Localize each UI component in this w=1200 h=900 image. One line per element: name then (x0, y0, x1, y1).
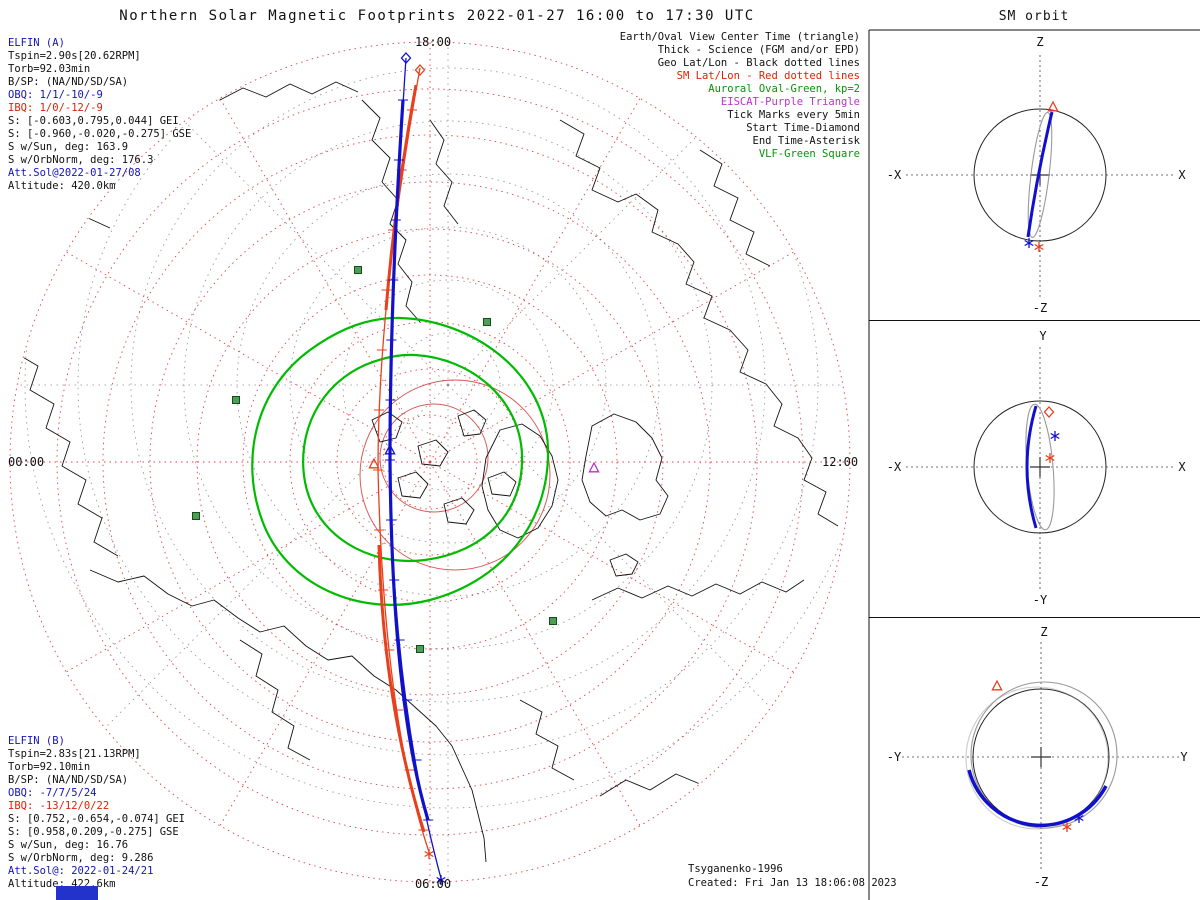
sm-pole-circle (379, 403, 489, 513)
axis-label: -Z (1034, 875, 1048, 889)
info-line: Att.Sol@: 2022-01-24/21 (8, 865, 153, 877)
mlt-label-06: 06:00 (415, 877, 451, 891)
elfin-a-track (384, 52, 446, 886)
orbit-panel-xz: Z -Z -X X (887, 35, 1187, 315)
info-line: Tspin=2.90s[20.62RPM] (8, 50, 141, 62)
map-legend: Earth/Oval View Center Time (triangle) T… (620, 31, 861, 160)
legend-line: Tick Marks every 5min (727, 109, 860, 121)
legend-line: Auroral Oval-Green, kp=2 (708, 83, 860, 95)
vlf-square-icon (192, 512, 200, 520)
info-line: IBQ: -13/12/0/22 (8, 800, 109, 812)
axis-label: -Y (1033, 593, 1048, 607)
geo-grid (11, 43, 849, 881)
legend-line: Earth/Oval View Center Time (triangle) (620, 31, 860, 43)
blue-corner-mark (56, 886, 98, 900)
credits: Tsyganenko-1996 Created: Fri Jan 13 18:0… (688, 863, 897, 889)
mlt-label-12: 12:00 (822, 455, 858, 469)
sm-lat70-circle (359, 379, 551, 571)
info-line: S: [-0.603,0.795,0.044] GEI (8, 115, 179, 127)
mlt-label-00: 00:00 (8, 455, 44, 469)
info-line: Att.Sol@2022-01-27/08 (8, 167, 141, 179)
info-line: Torb=92.03min (8, 63, 90, 75)
legend-line: SM Lat/Lon - Red dotted lines (677, 70, 860, 82)
legend-line: Geo Lat/Lon - Black dotted lines (658, 57, 860, 69)
center-triangle-icon (368, 458, 380, 469)
info-line: ELFIN (B) (8, 735, 65, 747)
legend-line: VLF-Green Square (759, 148, 860, 160)
coastlines (13, 81, 839, 863)
eiscat-triangle-icon (588, 462, 600, 473)
triangle-icon (1047, 101, 1059, 112)
axis-label: -Y (887, 750, 902, 764)
axis-label: -X (887, 460, 902, 474)
vlf-square-icon (549, 617, 557, 625)
info-line: OBQ: 1/1/-10/-9 (8, 89, 103, 101)
info-line: B/SP: (NA/ND/SD/SA) (8, 774, 128, 786)
axis-label: -X (887, 168, 902, 182)
axis-label: X (1178, 168, 1186, 182)
info-line: Altitude: 420.0km (8, 180, 115, 192)
legend-line: Start Time-Diamond (746, 122, 860, 134)
info-line: S: [0.958,0.209,-0.275] GSE (8, 826, 179, 838)
info-line: S w/OrbNorm, deg: 176.3 (8, 154, 153, 166)
orbit-panel-yz: Z -Z -Y Y (887, 625, 1189, 889)
axis-label: Z (1036, 35, 1043, 49)
polar-map: 18:00 06:00 00:00 12:00 (8, 35, 858, 891)
axis-label: Y (1180, 750, 1188, 764)
asterisk-icon (1050, 430, 1060, 442)
legend-line: Thick - Science (FGM and/or EPD) (658, 44, 860, 56)
sm-orbit-title: SM orbit (999, 9, 1070, 24)
legend-line: EISCAT-Purple Triangle (721, 96, 860, 108)
axis-label: X (1178, 460, 1186, 474)
info-line: OBQ: -7/7/5/24 (8, 787, 97, 799)
page-title: Northern Solar Magnetic Footprints 2022-… (119, 8, 754, 24)
sm-orbit-panel-frames (868, 29, 1200, 900)
mlt-label-18: 18:00 (415, 35, 451, 49)
model-label: Tsyganenko-1996 (688, 863, 783, 875)
info-line: IBQ: 1/0/-12/-9 (8, 102, 103, 114)
elfin-a-info: ELFIN (A) Tspin=2.90s[20.62RPM] Torb=92.… (8, 37, 191, 192)
info-line: Torb=92.10min (8, 761, 90, 773)
info-line: S w/OrbNorm, deg: 9.286 (8, 852, 153, 864)
end-asterisk-icon (424, 848, 434, 860)
info-line: B/SP: (NA/ND/SD/SA) (8, 76, 128, 88)
vlf-square-icon (483, 318, 491, 326)
orbit-panel-xy: Y -Y -X X (887, 329, 1187, 607)
info-line: S w/Sun, deg: 16.76 (8, 839, 128, 851)
info-line: Tspin=2.83s[21.13RPM] (8, 748, 141, 760)
info-line: S: [-0.960,-0.020,-0.275] GSE (8, 128, 191, 140)
diamond-icon (1043, 406, 1055, 418)
legend-line: End Time-Asterisk (753, 135, 861, 147)
auroral-oval (251, 316, 550, 606)
elfin-b-info: ELFIN (B) Tspin=2.83s[21.13RPM] Torb=92.… (8, 735, 185, 900)
triangle-icon (991, 680, 1003, 691)
created-label: Created: Fri Jan 13 18:06:08 2023 (688, 877, 897, 889)
axis-label: Z (1040, 625, 1047, 639)
info-line: S: [0.752,-0.654,-0.074] GEI (8, 813, 185, 825)
vlf-square-icon (232, 396, 240, 404)
vlf-square-icon (416, 645, 424, 653)
info-line: ELFIN (A) (8, 37, 65, 49)
axis-label: -Z (1033, 301, 1047, 315)
axis-label: Y (1039, 329, 1047, 343)
vlf-square-icon (354, 266, 362, 274)
info-line: S w/Sun, deg: 163.9 (8, 141, 128, 153)
asterisk-icon (1034, 241, 1044, 253)
